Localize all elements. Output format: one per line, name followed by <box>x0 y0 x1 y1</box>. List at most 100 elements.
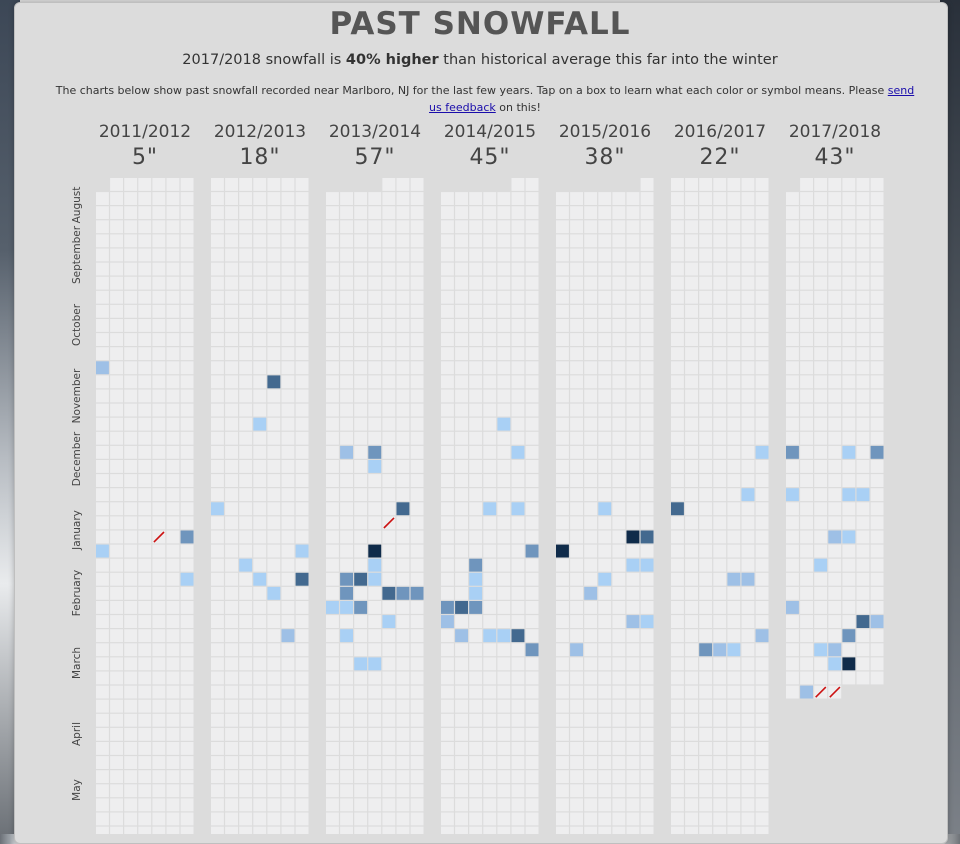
day-cell[interactable] <box>368 192 382 205</box>
day-cell[interactable] <box>124 812 138 826</box>
day-cell[interactable] <box>396 220 410 234</box>
day-cell[interactable] <box>211 657 224 671</box>
day-cell[interactable] <box>556 770 569 784</box>
day-cell[interactable] <box>180 643 194 657</box>
day-cell[interactable] <box>640 347 654 361</box>
day-cell[interactable] <box>612 276 626 290</box>
day-cell[interactable] <box>211 192 224 205</box>
day-cell[interactable] <box>511 474 525 487</box>
day-cell[interactable] <box>483 304 497 318</box>
day-cell[interactable] <box>626 784 640 798</box>
day-cell[interactable] <box>856 361 870 375</box>
day-cell[interactable] <box>138 713 152 727</box>
day-cell[interactable] <box>354 685 368 699</box>
day-cell[interactable] <box>225 586 238 600</box>
day-cell[interactable] <box>396 770 410 784</box>
day-cell[interactable] <box>685 347 698 361</box>
day-cell[interactable] <box>727 770 741 784</box>
day-cell[interactable] <box>326 671 339 685</box>
day-cell[interactable] <box>612 206 626 220</box>
day-cell[interactable] <box>239 445 253 459</box>
day-cell[interactable] <box>626 770 640 784</box>
day-cell[interactable] <box>110 488 123 502</box>
day-cell[interactable] <box>441 742 454 755</box>
day-cell[interactable] <box>713 601 727 614</box>
day-cell[interactable] <box>727 657 741 671</box>
day-cell[interactable] <box>96 770 109 784</box>
day-cell[interactable] <box>340 558 353 572</box>
day-cell[interactable] <box>497 248 511 262</box>
day-cell[interactable] <box>110 742 123 755</box>
day-cell[interactable] <box>180 445 194 459</box>
day-cell[interactable] <box>584 290 598 304</box>
day-cell[interactable] <box>755 290 769 304</box>
day-cell[interactable] <box>96 234 109 248</box>
day-cell[interactable] <box>267 558 281 572</box>
day-cell[interactable] <box>713 558 727 572</box>
day-cell[interactable] <box>755 220 769 234</box>
day-cell[interactable] <box>166 756 180 769</box>
day-cell[interactable] <box>685 601 698 614</box>
day-cell[interactable] <box>570 812 583 826</box>
day-cell[interactable] <box>281 558 295 572</box>
day-cell[interactable] <box>96 713 109 727</box>
day-cell[interactable] <box>755 333 769 346</box>
day-cell[interactable] <box>152 727 166 741</box>
day-cell[interactable] <box>828 234 842 248</box>
day-cell[interactable] <box>483 474 497 487</box>
day-cell[interactable] <box>584 192 598 205</box>
day-cell[interactable] <box>396 206 410 220</box>
day-cell[interactable] <box>239 657 253 671</box>
day-cell[interactable] <box>671 431 684 445</box>
day-cell[interactable] <box>225 713 238 727</box>
day-cell[interactable] <box>570 798 583 812</box>
day-cell[interactable] <box>685 431 698 445</box>
day-cell[interactable] <box>713 770 727 784</box>
day-cell[interactable] <box>786 502 799 516</box>
day-cell[interactable] <box>786 304 799 318</box>
day-cell[interactable] <box>152 544 166 558</box>
day-cell[interactable] <box>671 206 684 220</box>
day-cell[interactable] <box>441 826 454 834</box>
day-cell[interactable] <box>410 812 424 826</box>
day-cell[interactable] <box>570 530 583 544</box>
day-cell[interactable] <box>612 629 626 643</box>
day-cell[interactable] <box>640 699 654 713</box>
day-cell[interactable] <box>382 826 396 834</box>
day-cell[interactable] <box>685 445 698 459</box>
day-cell[interactable] <box>483 544 497 558</box>
snow-day-cell[interactable] <box>483 629 497 643</box>
day-cell[interactable] <box>340 417 353 431</box>
day-cell[interactable] <box>685 206 698 220</box>
day-cell[interactable] <box>152 826 166 834</box>
day-cell[interactable] <box>138 601 152 614</box>
day-cell[interactable] <box>713 615 727 628</box>
day-cell[interactable] <box>354 544 368 558</box>
day-cell[interactable] <box>340 290 353 304</box>
day-cell[interactable] <box>138 615 152 628</box>
day-cell[interactable] <box>870 220 884 234</box>
day-cell[interactable] <box>800 333 813 346</box>
day-cell[interactable] <box>441 770 454 784</box>
day-cell[interactable] <box>124 727 138 741</box>
day-cell[interactable] <box>326 403 339 417</box>
day-cell[interactable] <box>598 474 612 487</box>
day-cell[interactable] <box>584 530 598 544</box>
day-cell[interactable] <box>497 572 511 586</box>
day-cell[interactable] <box>295 375 309 389</box>
snow-day-cell[interactable] <box>253 572 267 586</box>
day-cell[interactable] <box>368 798 382 812</box>
day-cell[interactable] <box>727 319 741 332</box>
day-cell[interactable] <box>211 474 224 487</box>
day-cell[interactable] <box>455 812 468 826</box>
day-cell[interactable] <box>497 319 511 332</box>
day-cell[interactable] <box>455 558 468 572</box>
day-cell[interactable] <box>497 502 511 516</box>
day-cell[interactable] <box>441 445 454 459</box>
day-cell[interactable] <box>727 784 741 798</box>
day-cell[interactable] <box>870 572 884 586</box>
day-cell[interactable] <box>152 375 166 389</box>
day-cell[interactable] <box>727 685 741 699</box>
day-cell[interactable] <box>441 192 454 205</box>
day-cell[interactable] <box>110 756 123 769</box>
